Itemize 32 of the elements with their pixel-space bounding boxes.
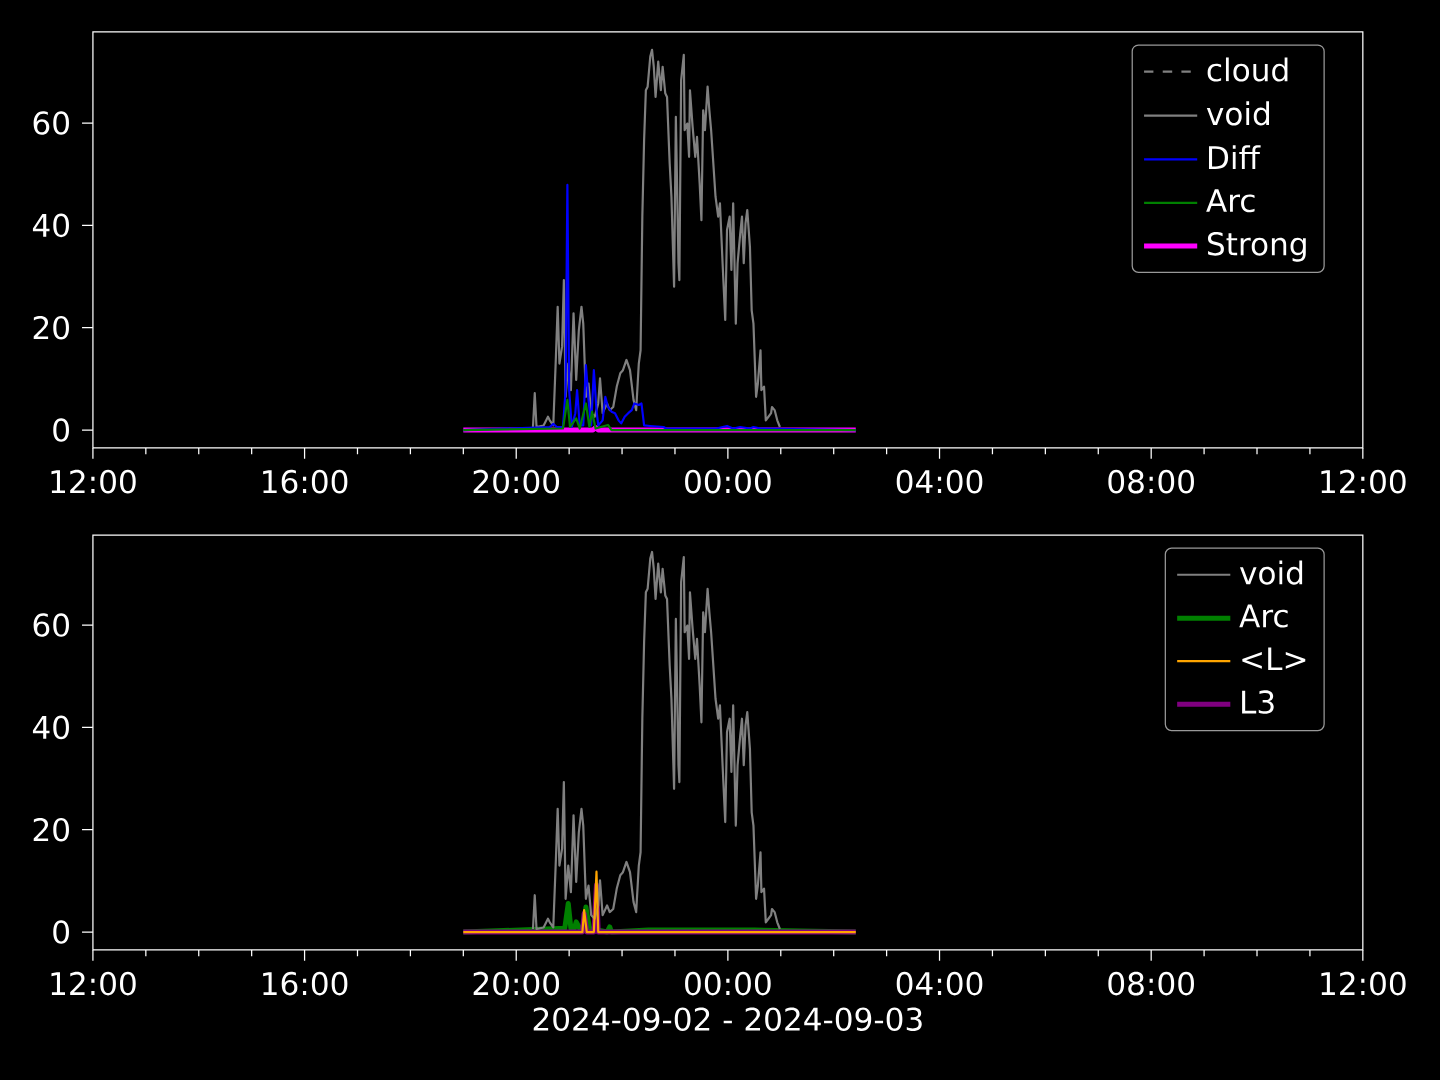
x-tick-label: 04:00: [896, 971, 983, 996]
x-tick-label: 04:00: [896, 469, 983, 494]
y-tick-label: 20: [33, 315, 69, 340]
y-tick-label: 20: [33, 817, 69, 842]
y-tick-label: 40: [32, 213, 69, 238]
x-tick-label: 12:00: [1321, 469, 1406, 494]
y-tick-label: 0: [53, 418, 69, 442]
x-tick-label: 16:00: [263, 971, 348, 996]
x-tick-label: 08:00: [1108, 469, 1194, 494]
x-tick-label: 20:00: [473, 469, 560, 494]
y-tick-label: 0: [53, 920, 69, 944]
x-tick-label: 12:00: [51, 971, 136, 996]
y-tick-label: 40: [32, 715, 69, 740]
legend-label: Strong: [1207, 232, 1306, 262]
legend-label: cloud: [1207, 57, 1288, 82]
legend-label: Arc: [1239, 604, 1288, 628]
x-tick-label: 12:00: [51, 469, 136, 494]
legend-label: void: [1206, 101, 1269, 126]
x-tick-label: 16:00: [263, 469, 348, 494]
x-tick-label: 12:00: [1321, 971, 1406, 996]
legend-label: Arc: [1206, 189, 1255, 213]
y-tick-label: 60: [33, 613, 69, 637]
legend-label: void: [1239, 560, 1303, 585]
x-tick-label: 08:00: [1108, 971, 1194, 996]
y-tick-label: 60: [33, 111, 69, 135]
x-axis-title: 2024-09-02 - 2024-09-03: [533, 1007, 922, 1031]
x-tick-label: 00:00: [685, 469, 771, 494]
legend-label: L3: [1242, 690, 1274, 714]
legend-label: Diff: [1208, 145, 1261, 169]
x-tick-label: 00:00: [685, 971, 771, 996]
x-tick-label: 20:00: [473, 971, 560, 996]
legend-label: <L>: [1242, 647, 1306, 671]
